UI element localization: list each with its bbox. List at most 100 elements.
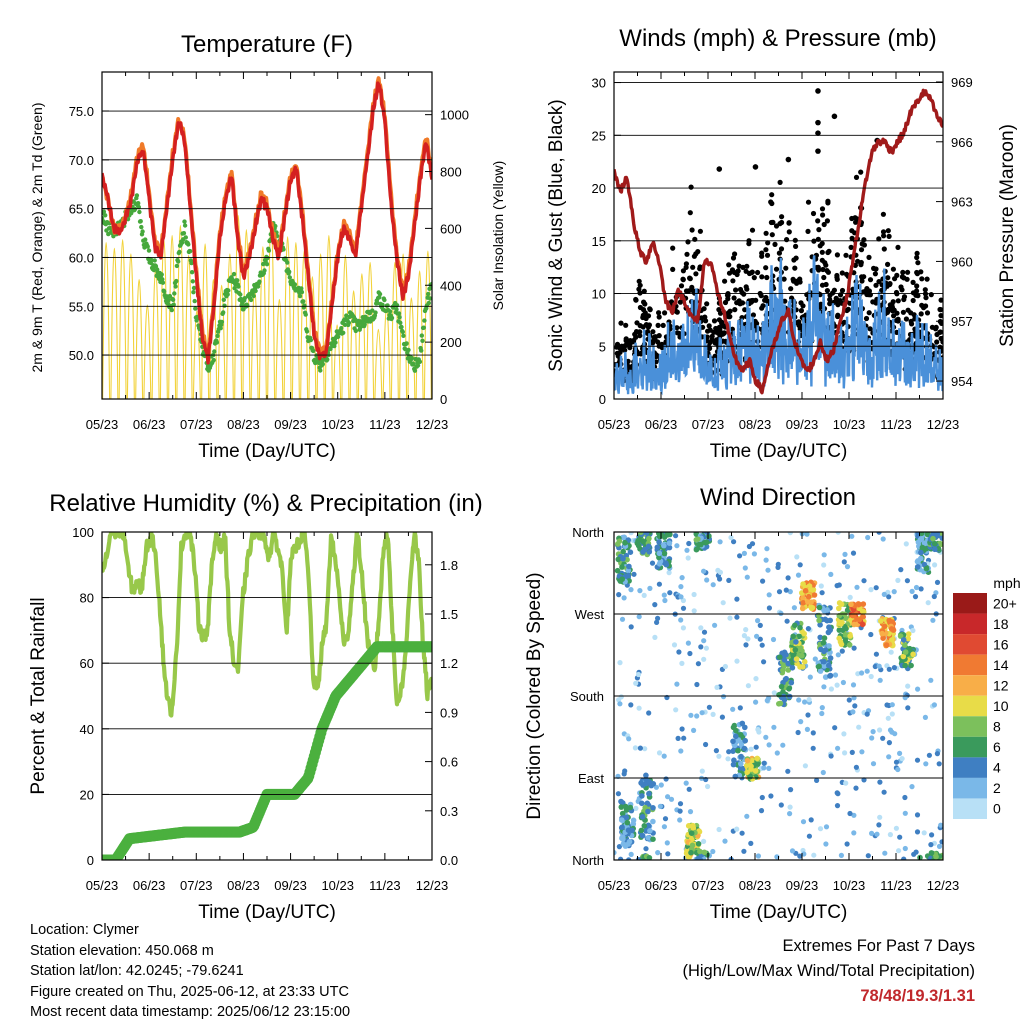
- direction-point: [685, 640, 692, 646]
- gust-point: [861, 242, 868, 248]
- direction-point: [801, 658, 808, 665]
- direction-point: [847, 594, 853, 601]
- direction-point: [780, 689, 786, 695]
- direction-point: [868, 673, 874, 680]
- direction-point: [678, 594, 684, 600]
- direction-point: [868, 587, 874, 593]
- direction-point: [686, 540, 692, 547]
- direction-point: [695, 661, 702, 667]
- gust-point: [788, 286, 794, 292]
- direction-point: [807, 674, 813, 680]
- direction-point: [630, 821, 636, 828]
- direction-point: [923, 565, 930, 572]
- direction-point: [741, 550, 748, 557]
- direction-point: [661, 592, 667, 598]
- direction-point: [902, 845, 908, 852]
- direction-point: [628, 702, 634, 708]
- direction-point: [654, 619, 660, 626]
- direction-point: [849, 749, 855, 756]
- gust-point: [656, 333, 662, 339]
- gust-point: [729, 267, 736, 273]
- direction-point: [675, 735, 681, 742]
- direction-point: [821, 552, 827, 558]
- dewpoint-point: [219, 319, 225, 325]
- direction-point: [622, 803, 629, 810]
- direction-point: [704, 532, 711, 535]
- gust-point: [798, 308, 805, 314]
- direction-point: [836, 619, 843, 626]
- dewpoint-point: [299, 286, 304, 291]
- direction-point: [730, 738, 736, 745]
- direction-point: [645, 543, 652, 550]
- direction-point: [636, 614, 642, 620]
- dewpoint-point: [159, 272, 164, 277]
- direction-point: [657, 803, 664, 809]
- direction-point: [847, 633, 853, 639]
- dewpoint-point: [308, 337, 313, 343]
- gust-point: [716, 307, 722, 313]
- direction-point: [673, 533, 679, 539]
- direction-point: [878, 618, 884, 624]
- y-tick-label: South: [570, 689, 604, 704]
- y-right-tick-label: 0.0: [440, 853, 458, 868]
- gust-point: [914, 283, 920, 289]
- dewpoint-point: [377, 291, 383, 297]
- gust-point: [901, 275, 907, 281]
- dewpoint-point: [189, 260, 194, 266]
- direction-point: [635, 671, 642, 678]
- colorbar-swatch: [953, 593, 987, 614]
- direction-point: [616, 538, 623, 544]
- colorbar-label: 14: [993, 657, 1009, 673]
- direction-point: [643, 846, 649, 852]
- gust-point: [881, 246, 887, 252]
- dewpoint-point: [429, 285, 432, 290]
- dewpoint-point: [346, 320, 352, 325]
- direction-point: [722, 663, 729, 670]
- direction-point: [697, 848, 703, 855]
- gust-point: [733, 287, 739, 293]
- y-right-tick-label: 954: [951, 374, 973, 389]
- direction-point: [617, 578, 624, 584]
- temp-2m-series: [102, 81, 432, 365]
- direction-point: [624, 819, 631, 826]
- gust-point: [881, 233, 887, 239]
- gust-point: [740, 264, 746, 270]
- y-tick-label: 70.0: [69, 153, 94, 168]
- direction-point: [641, 823, 648, 829]
- dewpoint-point: [292, 282, 298, 287]
- gust-point: [642, 301, 648, 307]
- direction-point: [877, 677, 883, 683]
- direction-point: [869, 830, 875, 837]
- dewpoint-point: [102, 209, 107, 214]
- direction-point: [763, 734, 769, 740]
- direction-point: [887, 832, 894, 838]
- y-tick-label: 0: [87, 853, 94, 868]
- direction-point: [621, 595, 627, 601]
- dewpoint-point: [143, 237, 148, 242]
- gust-point: [670, 266, 676, 272]
- direction-point: [780, 742, 786, 748]
- direction-point: [646, 779, 653, 785]
- direction-point: [738, 753, 744, 760]
- direction-point: [744, 574, 750, 580]
- x-tick-label: 06/23: [645, 417, 678, 432]
- y-right-tick-label: 400: [440, 278, 462, 293]
- dewpoint-point: [255, 284, 261, 289]
- direction-point: [925, 600, 931, 606]
- direction-point: [741, 745, 748, 752]
- x-tick-label: 09/23: [786, 417, 819, 432]
- direction-point: [621, 534, 628, 541]
- direction-point: [810, 730, 816, 736]
- gust-point: [933, 324, 939, 330]
- gust-point: [835, 312, 841, 318]
- gust-point: [670, 245, 676, 251]
- direction-point: [619, 616, 626, 622]
- direction-point: [915, 686, 921, 692]
- direction-point: [656, 750, 663, 756]
- direction-point: [812, 656, 818, 662]
- direction-point: [790, 633, 796, 640]
- dewpoint-point: [397, 315, 402, 320]
- direction-point: [679, 726, 685, 732]
- gust-point: [695, 249, 701, 255]
- direction-point: [761, 765, 767, 771]
